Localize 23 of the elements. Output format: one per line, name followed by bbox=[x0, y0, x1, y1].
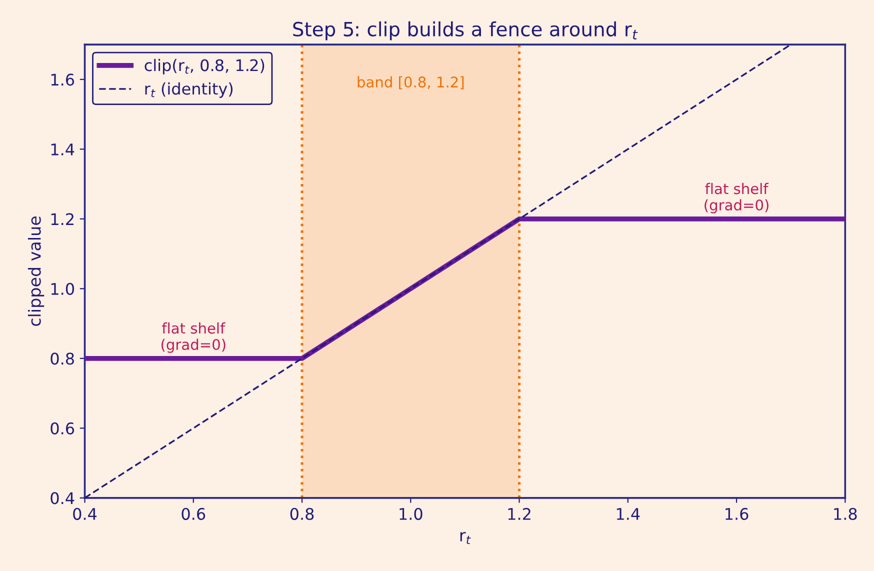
y-tick-label: 1.0 bbox=[51, 282, 74, 295]
x-axis-title: r$_{t}$ bbox=[460, 532, 471, 544]
x-tick-label: 1.4 bbox=[616, 508, 640, 520]
x-tick-label: 0.4 bbox=[73, 508, 97, 520]
band-label: band [0.8, 1.2] bbox=[358, 76, 464, 90]
annotation: flat shelf (grad=0) bbox=[704, 182, 769, 214]
x-tick-label: 1.0 bbox=[400, 508, 422, 520]
legend-label: r$_{t}$ (identity) bbox=[145, 82, 233, 98]
y-tick-label: 0.4 bbox=[50, 492, 74, 504]
x-tick-label: 1.2 bbox=[508, 508, 530, 520]
y-tick-label: 0.8 bbox=[50, 352, 74, 365]
y-tick-label: 1.4 bbox=[51, 144, 74, 156]
x-tick-label: 1.8 bbox=[834, 508, 857, 520]
chart-title: Step 5: clip builds a fence around r$_{t}$ bbox=[293, 21, 638, 40]
y-tick-label: 0.6 bbox=[50, 422, 74, 434]
legend-label: clip(r$_{t}$, 0.8, 1.2) bbox=[144, 58, 264, 74]
annotation: flat shelf (grad=0) bbox=[161, 322, 226, 353]
x-tick-label: 1.6 bbox=[726, 508, 748, 520]
y-tick-label: 1.6 bbox=[51, 74, 74, 86]
x-tick-label: 0.6 bbox=[182, 508, 206, 520]
x-tick-label: 0.8 bbox=[290, 508, 314, 520]
y-axis-title: clipped value bbox=[28, 216, 44, 326]
y-tick-label: 1.2 bbox=[51, 213, 74, 225]
